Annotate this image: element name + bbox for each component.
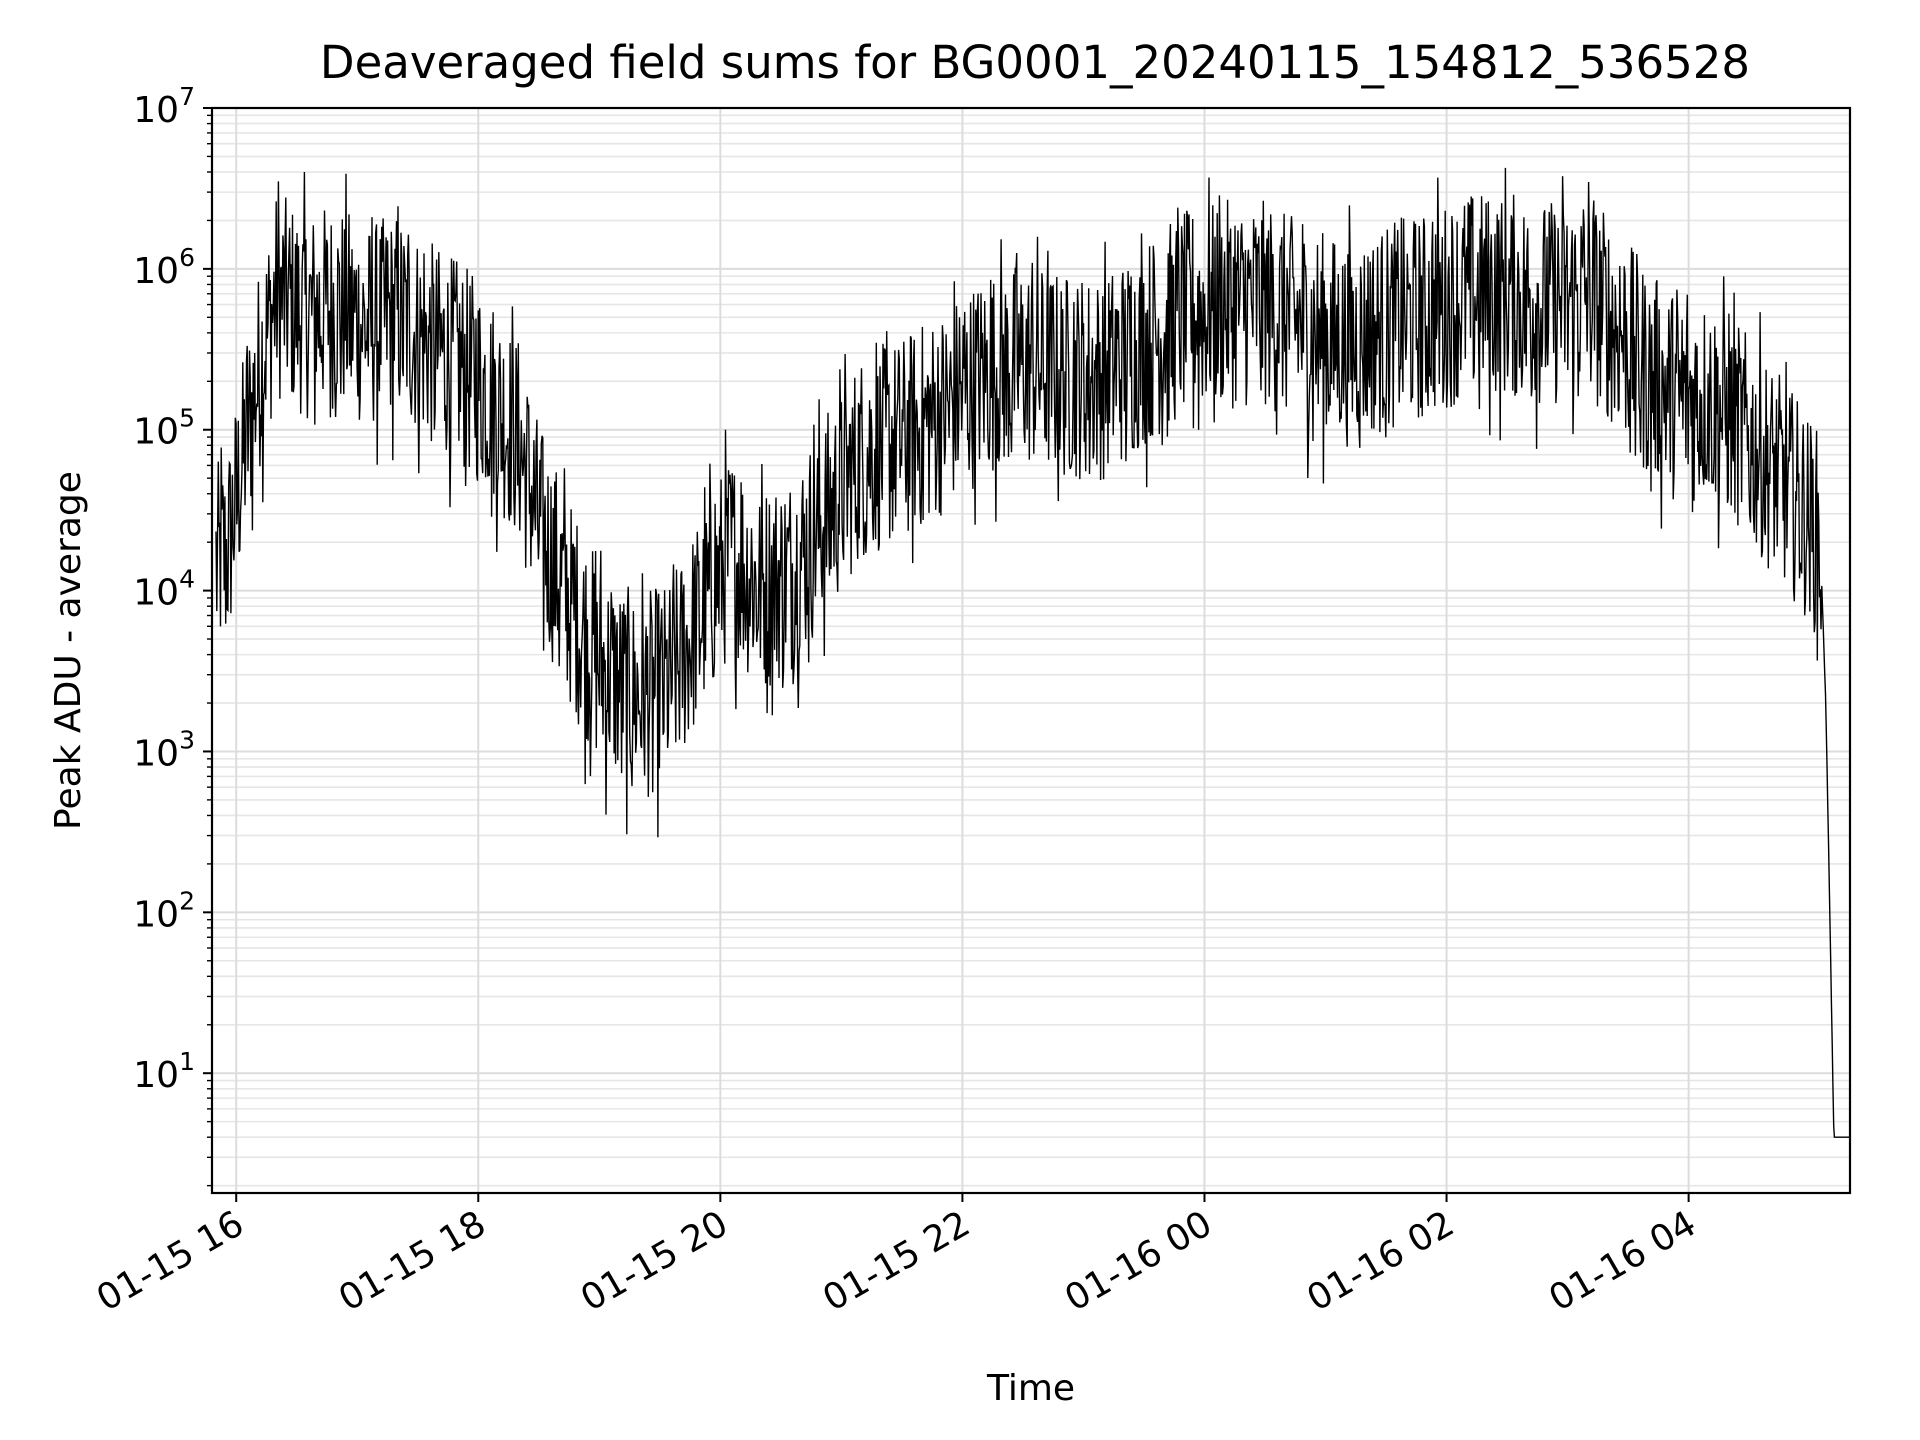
x-tick-label: 01-15 16 [90, 1203, 251, 1319]
grid-lines [212, 107, 1850, 1193]
y-axis-label: Peak ADU - average [48, 471, 89, 830]
y-tick-label: 102 [133, 886, 195, 935]
series-line [215, 167, 1850, 1138]
x-axis-label: Time [986, 1368, 1075, 1409]
y-tick-label: 103 [133, 725, 195, 774]
x-tick-label: 01-15 20 [574, 1203, 735, 1319]
y-tick-label: 107 [133, 82, 195, 131]
x-tick-label: 01-16 00 [1058, 1203, 1219, 1319]
x-tick-label: 01-15 22 [816, 1203, 977, 1319]
series-layer [215, 167, 1850, 1138]
y-tick-label: 106 [133, 243, 195, 292]
plot-frame [210, 106, 1852, 1195]
x-tick-label: 01-16 02 [1300, 1203, 1461, 1319]
y-tick-label: 101 [133, 1047, 195, 1096]
x-tick-label: 01-16 04 [1542, 1203, 1703, 1319]
y-tick-label: 105 [133, 404, 195, 453]
x-tick-label: 01-15 18 [332, 1203, 493, 1319]
y-tick-label: 104 [133, 565, 195, 614]
chart-title: Deaveraged field sums for BG0001_2024011… [320, 36, 1750, 89]
